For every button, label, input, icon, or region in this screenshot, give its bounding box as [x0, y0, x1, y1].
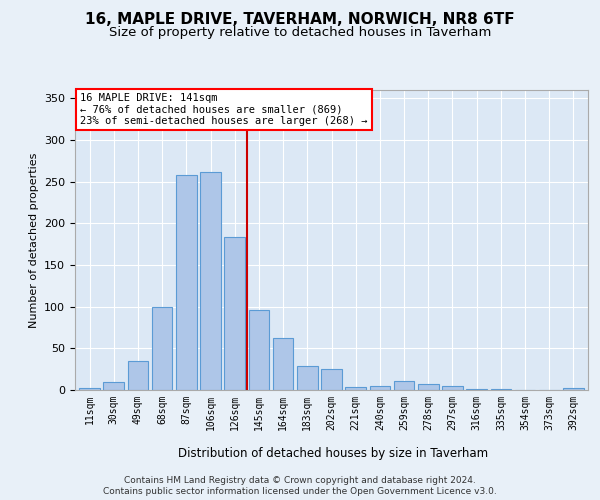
- Text: Contains HM Land Registry data © Crown copyright and database right 2024.: Contains HM Land Registry data © Crown c…: [124, 476, 476, 485]
- Bar: [103, 382, 124, 390]
- Bar: [370, 386, 390, 390]
- Bar: [200, 172, 221, 390]
- Bar: [152, 306, 172, 390]
- Y-axis label: Number of detached properties: Number of detached properties: [29, 152, 38, 328]
- Bar: [466, 389, 487, 390]
- Bar: [297, 366, 317, 390]
- Bar: [418, 384, 439, 390]
- Bar: [128, 361, 148, 390]
- Text: 16 MAPLE DRIVE: 141sqm
← 76% of detached houses are smaller (869)
23% of semi-de: 16 MAPLE DRIVE: 141sqm ← 76% of detached…: [80, 93, 368, 126]
- Bar: [79, 388, 100, 390]
- Bar: [176, 175, 197, 390]
- Bar: [394, 381, 415, 390]
- Text: Distribution of detached houses by size in Taverham: Distribution of detached houses by size …: [178, 448, 488, 460]
- Bar: [491, 389, 511, 390]
- Bar: [442, 386, 463, 390]
- Bar: [321, 369, 342, 390]
- Text: Contains public sector information licensed under the Open Government Licence v3: Contains public sector information licen…: [103, 488, 497, 496]
- Text: 16, MAPLE DRIVE, TAVERHAM, NORWICH, NR8 6TF: 16, MAPLE DRIVE, TAVERHAM, NORWICH, NR8 …: [85, 12, 515, 28]
- Bar: [273, 338, 293, 390]
- Text: Size of property relative to detached houses in Taverham: Size of property relative to detached ho…: [109, 26, 491, 39]
- Bar: [563, 388, 584, 390]
- Bar: [248, 310, 269, 390]
- Bar: [346, 386, 366, 390]
- Bar: [224, 236, 245, 390]
